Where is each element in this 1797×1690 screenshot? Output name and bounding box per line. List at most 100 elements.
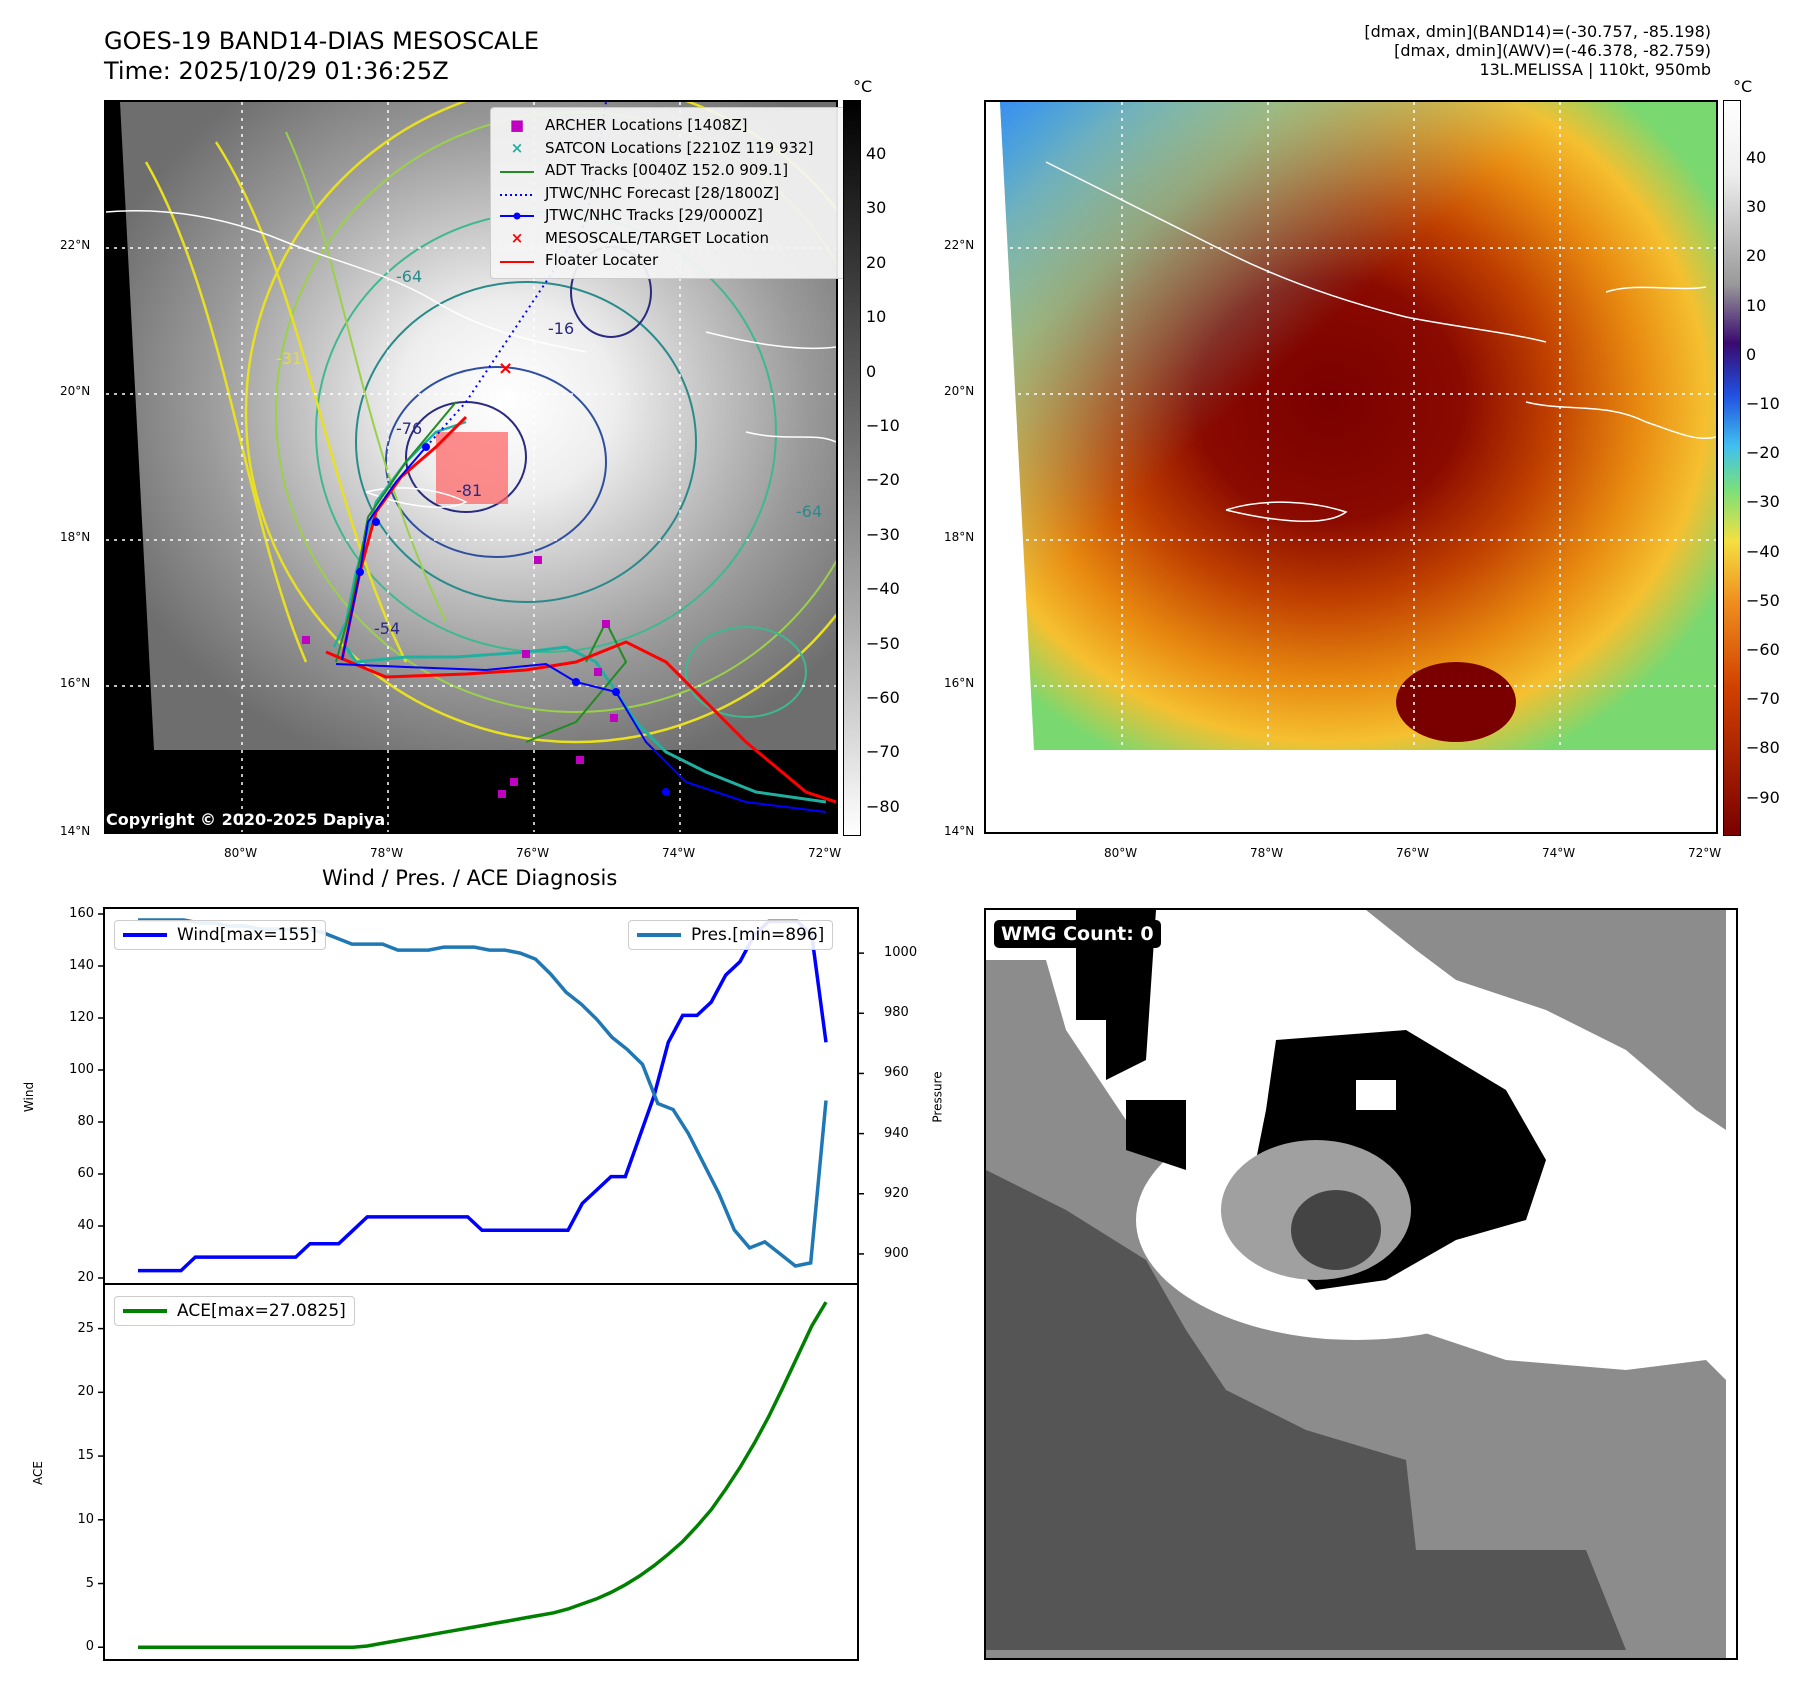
colorbar-tick: −40 xyxy=(1746,541,1780,561)
wmg-dark-region xyxy=(986,1170,1626,1650)
colorbar-tick: −50 xyxy=(1746,590,1780,610)
lat-tick: 18°N xyxy=(944,530,975,544)
lon-tick: 74°W xyxy=(662,846,696,860)
wind-series-line xyxy=(138,919,828,1273)
lat-tick: 18°N xyxy=(60,530,91,544)
colorbar-unit: °C xyxy=(1733,77,1753,96)
colorbar-tick: 20 xyxy=(866,252,887,272)
lon-tick: 76°W xyxy=(516,846,550,860)
ace-axis-label: ACE xyxy=(30,1461,45,1485)
lat-tick: 14°N xyxy=(60,824,91,838)
legend-item-adt: ADT Tracks [0040Z 152.0 909.1] xyxy=(499,159,837,182)
colorbar-tick: −20 xyxy=(1746,443,1780,463)
wmg-cold-cluster xyxy=(1126,1100,1186,1170)
line-marker-icon xyxy=(499,161,535,179)
colorbar-tick: −30 xyxy=(866,524,900,544)
legend-item-jtwc-tracks: JTWC/NHC Tracks [29/0000Z] xyxy=(499,204,837,227)
lat-tick: 16°N xyxy=(60,676,91,690)
wind-ytick-label: 60 xyxy=(77,1166,94,1181)
map-legend: ■ ARCHER Locations [1408Z] × SATCON Locati… xyxy=(490,107,846,279)
ace-ytick-label: 25 xyxy=(77,1320,94,1336)
colorbar-tick: 10 xyxy=(866,307,887,327)
dot-line-icon xyxy=(499,206,535,224)
pressure-ytick-label: 960 xyxy=(884,1065,909,1081)
wind-ytick-label: 120 xyxy=(69,1010,94,1025)
colorbar-right xyxy=(1723,100,1741,836)
rainband-contour xyxy=(285,131,447,623)
lat-tick: 20°N xyxy=(944,384,975,398)
wind-ytick-label: 140 xyxy=(69,958,94,973)
colorbar-tick: −90 xyxy=(1746,787,1780,807)
square-marker-icon: ■ xyxy=(509,116,525,135)
wv-dry-region xyxy=(1000,102,1716,750)
contour-label: -31 xyxy=(276,349,302,368)
jtwc-track xyxy=(341,446,427,661)
lon-tick: 76°W xyxy=(1396,846,1430,860)
ace-ytick-label: 5 xyxy=(85,1575,94,1591)
jtwc-forecast xyxy=(425,102,607,448)
colorbar-tick: −80 xyxy=(866,796,900,816)
coastlines xyxy=(106,210,836,508)
colorbar-unit: °C xyxy=(853,77,873,96)
legend-item-floater: Floater Locater xyxy=(499,249,837,272)
lat-tick: 14°N xyxy=(944,824,975,838)
line-icon xyxy=(123,1309,167,1313)
wv-cold-cloud xyxy=(1396,662,1516,742)
ace-ytick-label: 10 xyxy=(77,1511,94,1527)
legend-item-archer: ■ ARCHER Locations [1408Z] xyxy=(499,114,837,137)
wmg-count-badge: WMG Count: 0 xyxy=(994,920,1161,948)
contour-ring xyxy=(244,102,836,744)
lat-tick: 20°N xyxy=(60,384,91,398)
archer-markers xyxy=(302,556,618,798)
wmg-eye-inner xyxy=(1291,1190,1381,1270)
pressure-legend: Pres.[min=896] xyxy=(628,920,834,950)
colorbar-tick: −10 xyxy=(866,416,900,435)
colorbar-tick: −30 xyxy=(1746,492,1780,512)
mesoscale-target-marker: × xyxy=(498,358,513,379)
colorbar-tick: −40 xyxy=(866,579,900,599)
colorbar-tick: −10 xyxy=(1746,394,1780,413)
floater-track xyxy=(325,640,836,804)
copyright-text: Copyright © 2020-2025 Dapiya xyxy=(106,810,386,829)
wind-legend: Wind[max=155] xyxy=(114,920,326,950)
x-marker-icon: × xyxy=(510,138,524,157)
contour-label: -54 xyxy=(374,619,400,638)
contour-ring xyxy=(355,281,697,603)
line-icon xyxy=(637,933,681,937)
colorbar-tick: 30 xyxy=(1746,197,1767,217)
ace-series-line xyxy=(138,1301,828,1650)
pressure-ytick-label: 1000 xyxy=(884,945,918,961)
wind-axis-label: Wind xyxy=(22,1081,37,1113)
ace-ytick-label: 20 xyxy=(77,1384,94,1400)
line-marker-icon xyxy=(499,251,535,269)
colorbar-tick: 30 xyxy=(866,198,887,218)
wmg-cold-cluster xyxy=(1076,910,1156,1080)
ace-ytick-label: 15 xyxy=(77,1448,94,1464)
ace-frame xyxy=(103,1283,859,1661)
graticule xyxy=(986,102,1716,832)
contour-label: -64 xyxy=(796,502,822,521)
x-marker-icon: × xyxy=(510,228,524,247)
colorbar-left xyxy=(843,100,861,836)
colorbar-tick: −60 xyxy=(866,688,900,707)
dotted-line-icon xyxy=(499,184,535,202)
lat-tick: 22°N xyxy=(944,238,975,252)
colorbar-tick: 40 xyxy=(1746,148,1767,167)
colorbar-tick: −70 xyxy=(1746,689,1780,709)
ace-ytick-label: 0 xyxy=(85,1639,94,1655)
jtwc-track xyxy=(335,662,827,813)
colorbar-tick: 0 xyxy=(1746,344,1757,364)
lon-tick: 78°W xyxy=(370,846,404,860)
line-icon xyxy=(123,933,167,937)
wmg-warm-pixel xyxy=(1356,1080,1396,1110)
mesoscale-target-box xyxy=(436,432,508,504)
colorbar-tick: 40 xyxy=(866,144,887,163)
wind-ytick-label: 160 xyxy=(69,906,94,921)
colorbar-tick: −20 xyxy=(866,470,900,490)
pressure-axis-label: Pressure xyxy=(930,1071,945,1123)
lon-tick: 80°W xyxy=(1104,846,1138,860)
colorbar-tick: 20 xyxy=(1746,246,1767,266)
contour-label: -64 xyxy=(396,267,422,286)
lat-tick: 22°N xyxy=(60,238,91,252)
colorbar-tick: −60 xyxy=(1746,640,1780,659)
